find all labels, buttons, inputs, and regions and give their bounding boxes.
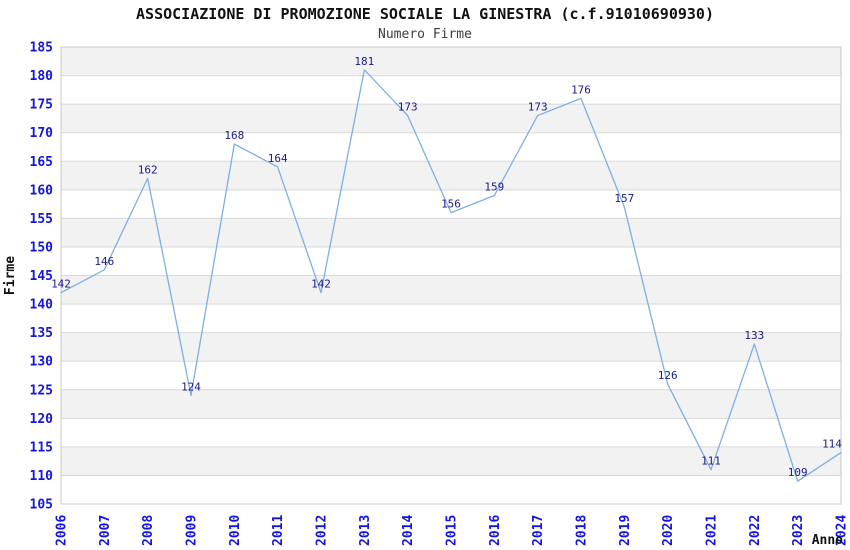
x-tick-label: 2021 xyxy=(705,515,720,546)
y-axis-title: Firme xyxy=(3,256,18,295)
x-tick-label: 2006 xyxy=(55,515,70,546)
grid-band xyxy=(61,332,841,362)
y-tick-label: 175 xyxy=(30,98,53,113)
grid-band xyxy=(61,218,841,247)
x-tick-label: 2014 xyxy=(401,515,416,546)
grid-band xyxy=(61,161,841,190)
x-tick-label: 2009 xyxy=(185,515,200,546)
grid-band xyxy=(61,446,841,476)
x-tick-label: 2011 xyxy=(271,515,286,546)
x-tick-label: 2007 xyxy=(98,515,113,546)
data-point-label: 114 xyxy=(822,438,842,451)
x-tick-label: 2022 xyxy=(748,515,763,546)
y-tick-label: 155 xyxy=(30,212,53,227)
data-point-label: 156 xyxy=(441,198,461,211)
y-tick-label: 185 xyxy=(30,41,53,56)
y-tick-label: 140 xyxy=(30,298,54,313)
data-point-label: 146 xyxy=(94,255,114,268)
x-tick-label: 2015 xyxy=(445,515,460,546)
x-tick-label: 2018 xyxy=(575,515,590,546)
data-point-label: 168 xyxy=(224,129,244,142)
x-axis-title: Anno xyxy=(812,533,843,548)
data-point-label: 173 xyxy=(398,101,418,114)
data-point-label: 124 xyxy=(181,380,201,393)
y-tick-label: 110 xyxy=(30,469,54,484)
x-tick-label: 2008 xyxy=(141,515,156,546)
y-tick-label: 130 xyxy=(30,355,54,370)
data-point-label: 173 xyxy=(528,101,548,114)
data-point-label: 111 xyxy=(701,455,721,468)
data-point-label: 159 xyxy=(484,181,504,194)
y-tick-label: 150 xyxy=(30,240,54,255)
y-tick-label: 160 xyxy=(30,183,54,198)
data-series-line xyxy=(60,69,842,482)
grid-band xyxy=(61,275,841,305)
x-tick-label: 2017 xyxy=(531,515,546,546)
data-point-label: 142 xyxy=(51,278,71,291)
y-tick-label: 145 xyxy=(30,269,53,284)
x-tick-label: 2010 xyxy=(228,515,243,546)
x-tick-label: 2023 xyxy=(791,515,806,546)
x-tick-label: 2024 xyxy=(835,515,850,546)
grid-band xyxy=(61,47,841,76)
data-point-label: 126 xyxy=(658,369,678,382)
y-tick-label: 120 xyxy=(30,412,54,427)
y-tick-label: 115 xyxy=(30,440,53,455)
data-point-label: 162 xyxy=(138,163,158,176)
y-tick-label: 135 xyxy=(30,326,53,341)
y-tick-label: 125 xyxy=(30,383,53,398)
y-tick-label: 165 xyxy=(30,155,53,170)
data-point-label: 164 xyxy=(268,152,288,165)
data-point-label: 176 xyxy=(571,83,591,96)
chart-title: ASSOCIAZIONE DI PROMOZIONE SOCIALE LA GI… xyxy=(136,5,714,23)
data-point-label: 157 xyxy=(614,192,634,205)
x-tick-label: 2013 xyxy=(358,515,373,546)
x-tick-label: 2020 xyxy=(661,515,676,546)
data-point-label: 109 xyxy=(788,466,808,479)
x-tick-label: 2012 xyxy=(315,515,330,546)
y-tick-label: 180 xyxy=(30,69,54,84)
grid-band xyxy=(61,104,841,133)
y-tick-label: 170 xyxy=(30,126,54,141)
grid-band xyxy=(61,389,841,419)
chart-subtitle: Numero Firme xyxy=(378,27,472,42)
data-point-label: 181 xyxy=(354,55,374,68)
x-tick-label: 2016 xyxy=(488,515,503,546)
plot-border xyxy=(60,46,842,505)
data-point-label: 142 xyxy=(311,278,331,291)
data-point-label: 133 xyxy=(744,329,764,342)
y-tick-label: 105 xyxy=(30,498,53,513)
x-tick-label: 2019 xyxy=(618,515,633,546)
